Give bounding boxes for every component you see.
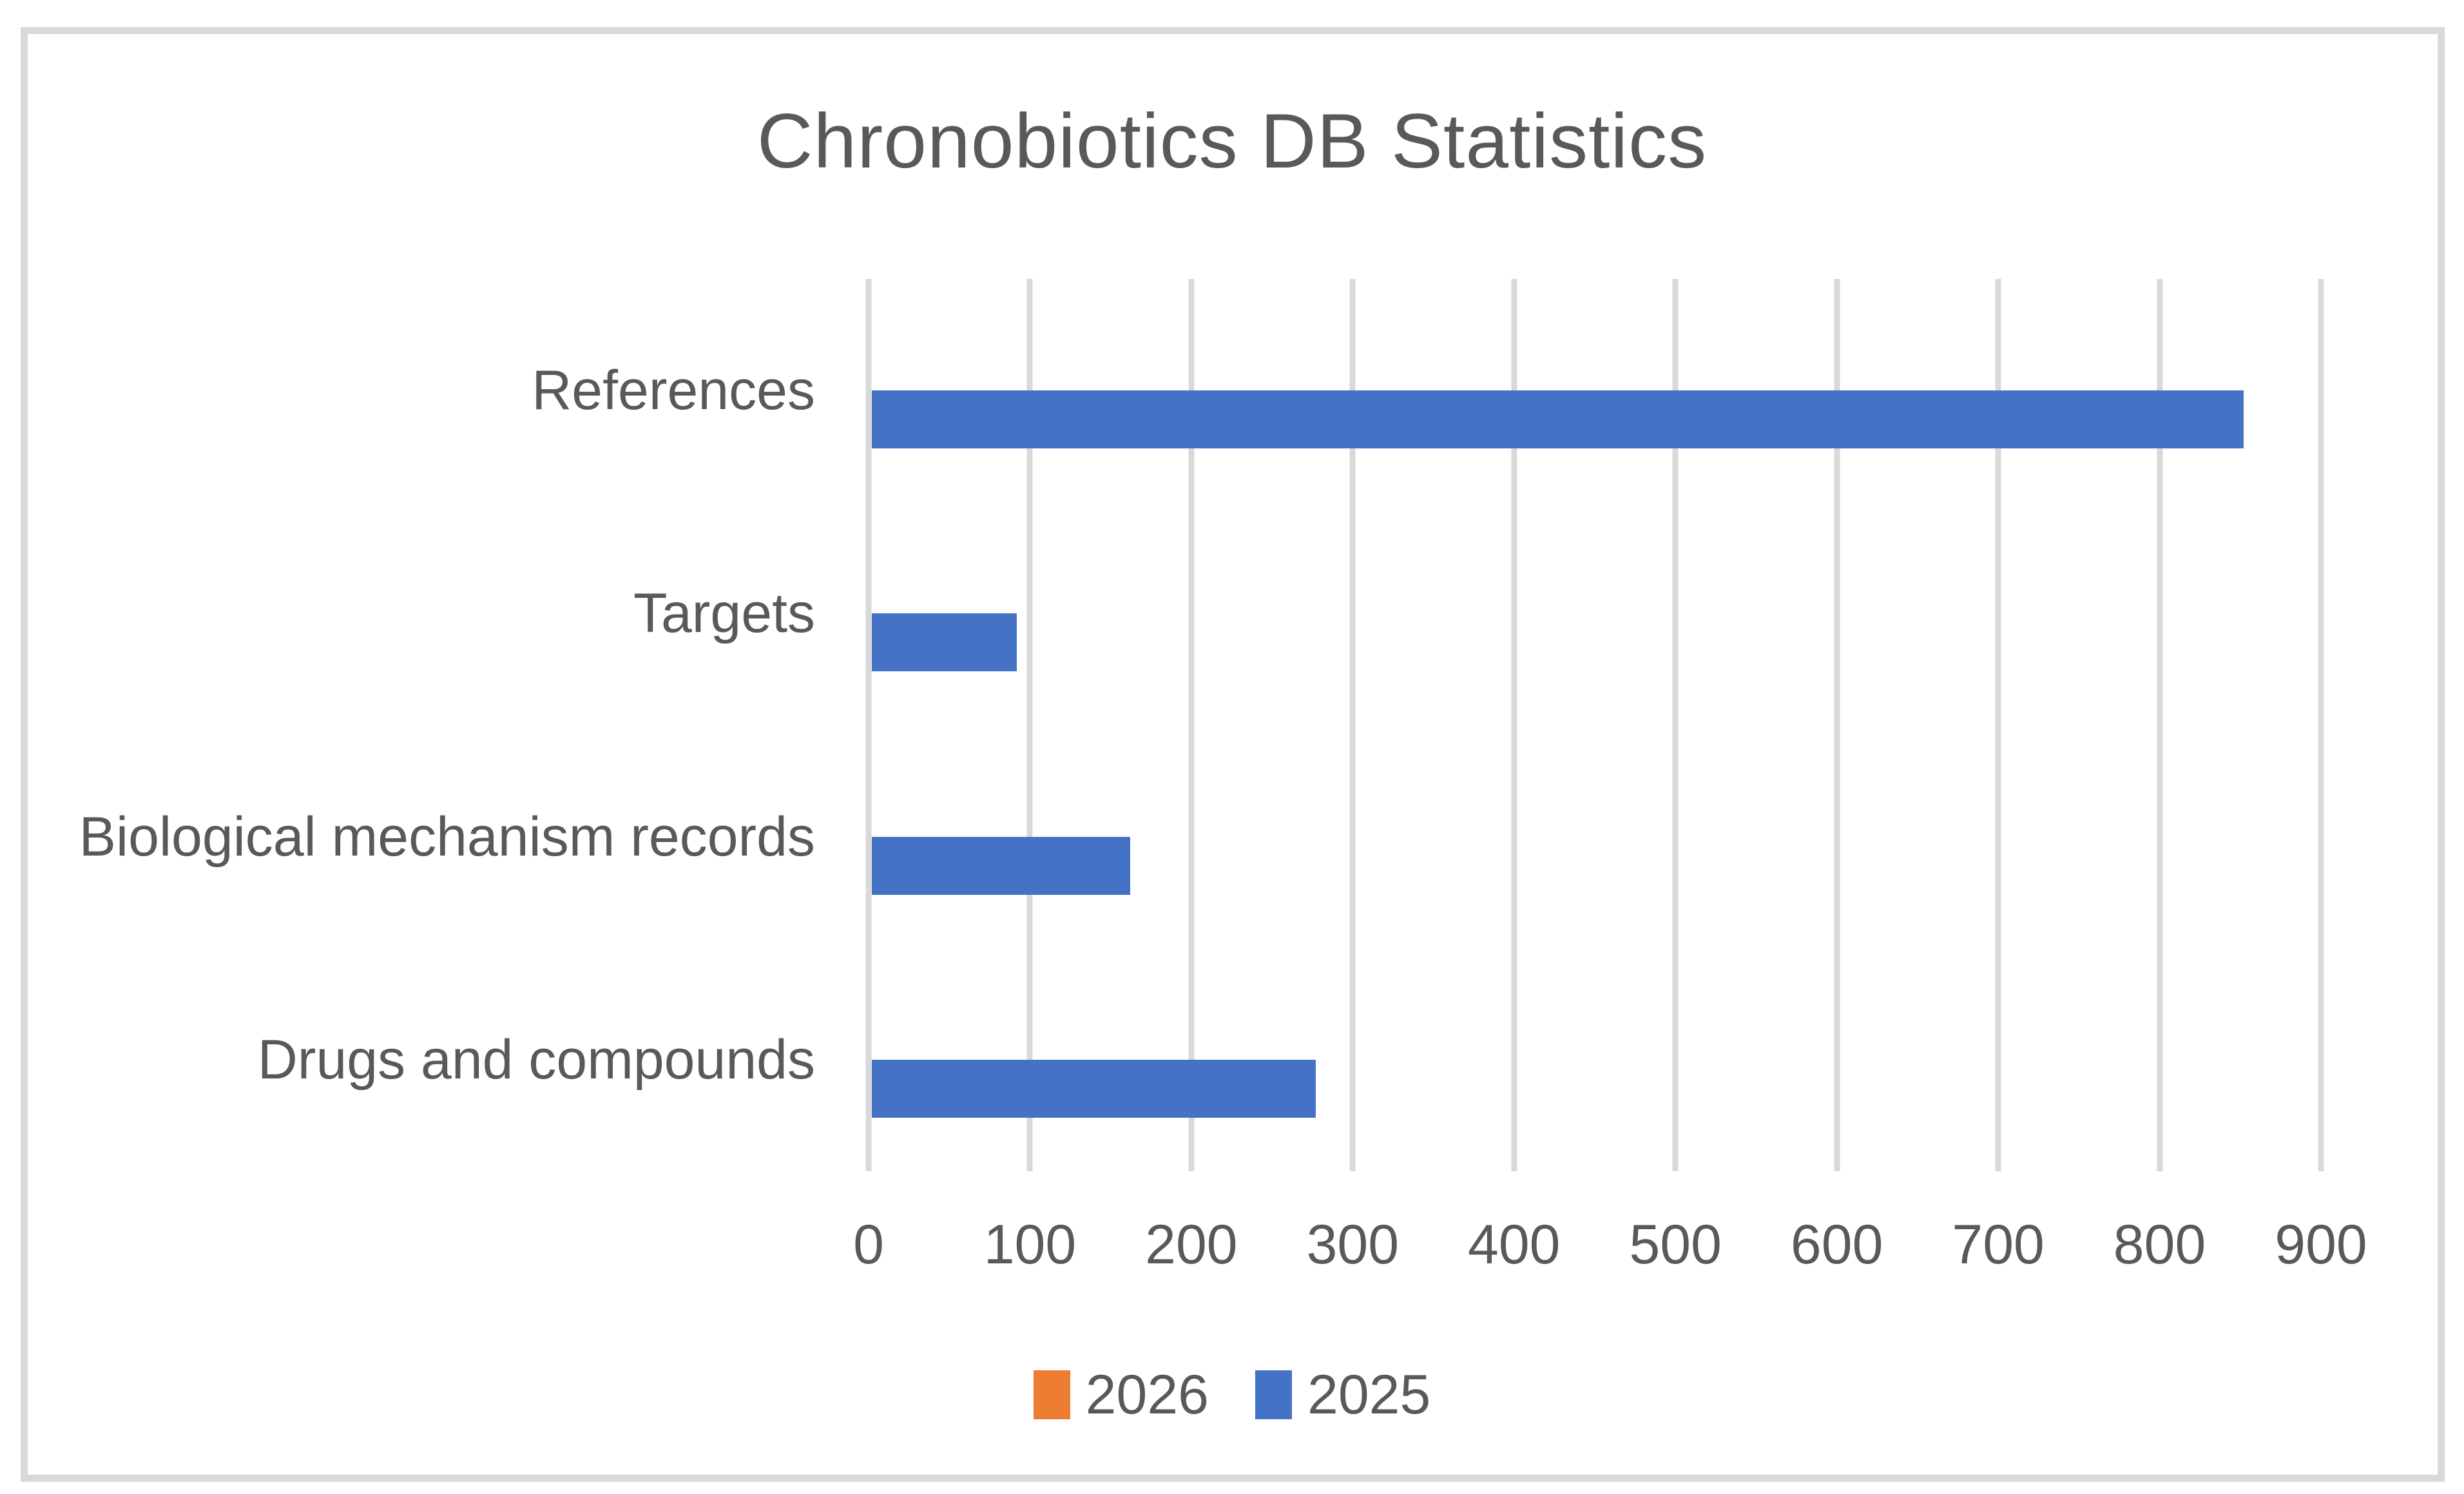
- category-label: Drugs and compounds: [257, 1028, 815, 1091]
- category-row: Targets: [633, 502, 2321, 725]
- x-tick-label: 300: [1306, 1214, 1400, 1276]
- category-label: Biological mechanism records: [79, 805, 815, 868]
- gridline: [1349, 279, 1356, 1171]
- bar-2025: [872, 836, 1130, 895]
- gridline: [865, 279, 872, 1171]
- category-row: References: [532, 279, 2321, 502]
- category-label: References: [532, 359, 815, 422]
- legend: 2026 2025: [0, 1367, 2464, 1422]
- x-tick-label: 0: [853, 1214, 884, 1276]
- gridline: [1834, 279, 1840, 1171]
- x-tick-label: 900: [2275, 1214, 2367, 1276]
- category-label: Targets: [633, 582, 815, 645]
- legend-swatch-icon: [1033, 1370, 1070, 1419]
- gridline: [1672, 279, 1679, 1171]
- gridline: [1026, 279, 1033, 1171]
- category-row: Biological mechanism records: [79, 725, 2321, 948]
- legend-item-2026: 2026: [1033, 1364, 1209, 1426]
- legend-item-2025: 2025: [1255, 1367, 1430, 1422]
- gridline: [1188, 279, 1195, 1171]
- category-row: Drugs and compounds: [258, 948, 2321, 1171]
- category-rows: References Targets Biological mechanism re…: [79, 279, 2321, 1171]
- x-axis-ticks: 0 100 200 300 400 500 600 700 800 900: [853, 1214, 2367, 1288]
- x-tick-label: 700: [1952, 1214, 2045, 1276]
- bar-2025: [872, 613, 1017, 672]
- x-tick-label: 800: [2113, 1214, 2206, 1276]
- chart-border: [21, 27, 2445, 1482]
- gridlines: [865, 279, 2324, 1171]
- gridline: [2318, 279, 2324, 1171]
- x-tick-label: 400: [1468, 1214, 1561, 1276]
- gridline: [1511, 279, 1517, 1171]
- plot-area: References Targets Biological mechanism re…: [79, 279, 2324, 1171]
- gridline: [1995, 279, 2001, 1171]
- chart-title: Chronobiotics DB Statistics: [756, 98, 1708, 184]
- legend-label: 2026: [1085, 1364, 1209, 1426]
- gridline: [2157, 279, 2163, 1171]
- x-tick-label: 100: [983, 1214, 1077, 1276]
- bar-2025: [872, 1059, 1316, 1118]
- legend-swatch-icon: [1255, 1370, 1292, 1419]
- bar-2025: [872, 390, 2244, 449]
- x-tick-label: 200: [1145, 1214, 1238, 1276]
- legend-label: 2025: [1307, 1364, 1431, 1426]
- x-tick-label: 500: [1629, 1214, 1722, 1276]
- x-tick-label: 600: [1790, 1214, 1883, 1276]
